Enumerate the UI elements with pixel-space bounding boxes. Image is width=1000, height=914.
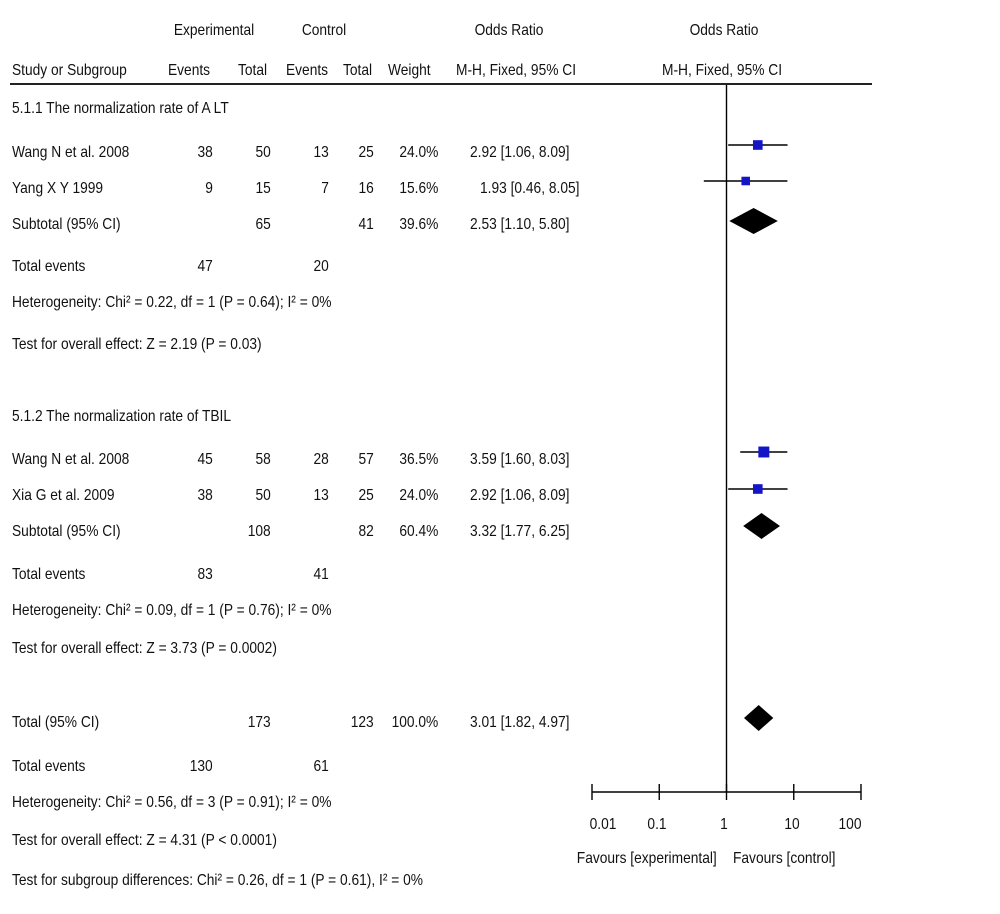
col-total1-header: Total [238,62,268,79]
header-odds-ratio-left: Odds Ratio [474,22,544,39]
subtotal-ci: 2.53 [1.10, 5.80] [470,216,570,233]
study-total2: 25 [358,144,374,161]
subtotal-total1: 108 [248,523,271,540]
study-events2: 7 [321,180,329,197]
total-events1: 47 [197,258,213,275]
axis-tick-label: 0.01 [589,816,617,833]
subgroup-title: 5.1.2 The normalization rate of TBIL [12,408,232,425]
study-point [752,484,763,494]
total-events1: 83 [197,566,213,583]
overall-effect-text: Test for overall effect: Z = 2.19 (P = 0… [12,336,262,353]
total-events-label: Total events [12,758,86,775]
study-ci: 3.59 [1.60, 8.03] [470,451,570,468]
study-total2: 25 [358,487,374,504]
study-name: Xia G et al. 2009 [12,487,115,504]
total-total2: 123 [351,714,374,731]
overall-effect-text: Test for overall effect: Z = 3.73 (P = 0… [12,640,277,657]
total-events2: 41 [313,566,329,583]
study-weight: 24.0% [398,144,438,161]
total-events1: 130 [190,758,213,775]
study-weight: 36.5% [398,451,438,468]
heterogeneity-text: Heterogeneity: Chi² = 0.56, df = 3 (P = … [12,794,332,811]
study-total1: 50 [255,487,271,504]
total-events-label: Total events [12,566,86,583]
study-total1: 15 [255,180,271,197]
total-label: Total (95% CI) [12,714,100,731]
col-events2-header: Events [286,62,329,79]
study-point [741,176,750,186]
study-point [752,140,763,150]
subtotal-label: Subtotal (95% CI) [12,216,121,233]
subtotal-label: Subtotal (95% CI) [12,523,121,540]
header-odds-ratio-right: Odds Ratio [689,22,759,39]
total-events2: 20 [313,258,329,275]
study-total2: 57 [358,451,374,468]
subgroup-title: 5.1.1 The normalization rate of A LT [12,100,229,117]
axis-tick-label: 10 [784,816,800,833]
study-events2: 13 [313,487,329,504]
heterogeneity-text: Heterogeneity: Chi² = 0.09, df = 1 (P = … [12,602,332,619]
header-experimental: Experimental [173,22,255,39]
total-events-label: Total events [12,258,86,275]
subtotal-ci: 3.32 [1.77, 6.25] [470,523,570,540]
study-events1: 38 [197,487,213,504]
total-ci: 3.01 [1.82, 4.97] [470,714,570,731]
col-study-header: Study or Subgroup [12,62,127,79]
pooled-diamond [729,208,778,234]
pooled-diamond [743,513,781,539]
study-name: Wang N et al. 2008 [12,451,130,468]
total-weight: 100.0% [391,714,438,731]
axis-tick-label: 100 [838,816,862,833]
header-control: Control [301,22,347,39]
subgroup-differences-text: Test for subgroup differences: Chi² = 0.… [12,872,423,889]
favours-experimental-label: Favours [experimental] [577,850,717,867]
total-total1: 173 [248,714,271,731]
study-events1: 45 [197,451,213,468]
study-weight: 24.0% [398,487,438,504]
heterogeneity-text: Heterogeneity: Chi² = 0.22, df = 1 (P = … [12,294,332,311]
col-total2-header: Total [343,62,373,79]
study-events1: 38 [197,144,213,161]
study-ci: 2.92 [1.06, 8.09] [470,487,570,504]
subtotal-weight: 60.4% [398,523,438,540]
overall-effect-text: Test for overall effect: Z = 4.31 (P < 0… [12,832,277,849]
study-ci: 1.93 [0.46, 8.05] [480,180,580,197]
study-total2: 16 [358,180,374,197]
axis-tick-label: 1 [720,816,728,833]
col-method-left-header: M-H, Fixed, 95% CI [456,62,577,79]
col-events1-header: Events [168,62,211,79]
study-name: Yang X Y 1999 [12,180,104,197]
total-events2: 61 [313,758,329,775]
subtotal-total2: 41 [358,216,374,233]
study-ci: 2.92 [1.06, 8.09] [470,144,570,161]
favours-control-label: Favours [control] [733,850,836,867]
pooled-diamond [743,705,774,731]
subtotal-total1: 65 [255,216,271,233]
subtotal-total2: 82 [358,523,374,540]
col-method-right-header: M-H, Fixed, 95% CI [662,62,783,79]
study-name: Wang N et al. 2008 [12,144,130,161]
study-weight: 15.6% [398,180,438,197]
study-total1: 50 [255,144,271,161]
study-events2: 28 [313,451,329,468]
axis-tick-label: 0.1 [647,816,667,833]
col-weight-header: Weight [388,62,431,79]
subtotal-weight: 39.6% [398,216,438,233]
study-total1: 58 [255,451,271,468]
header-rule [10,83,872,85]
study-point [758,446,770,458]
study-events1: 9 [205,180,213,197]
study-events2: 13 [313,144,329,161]
